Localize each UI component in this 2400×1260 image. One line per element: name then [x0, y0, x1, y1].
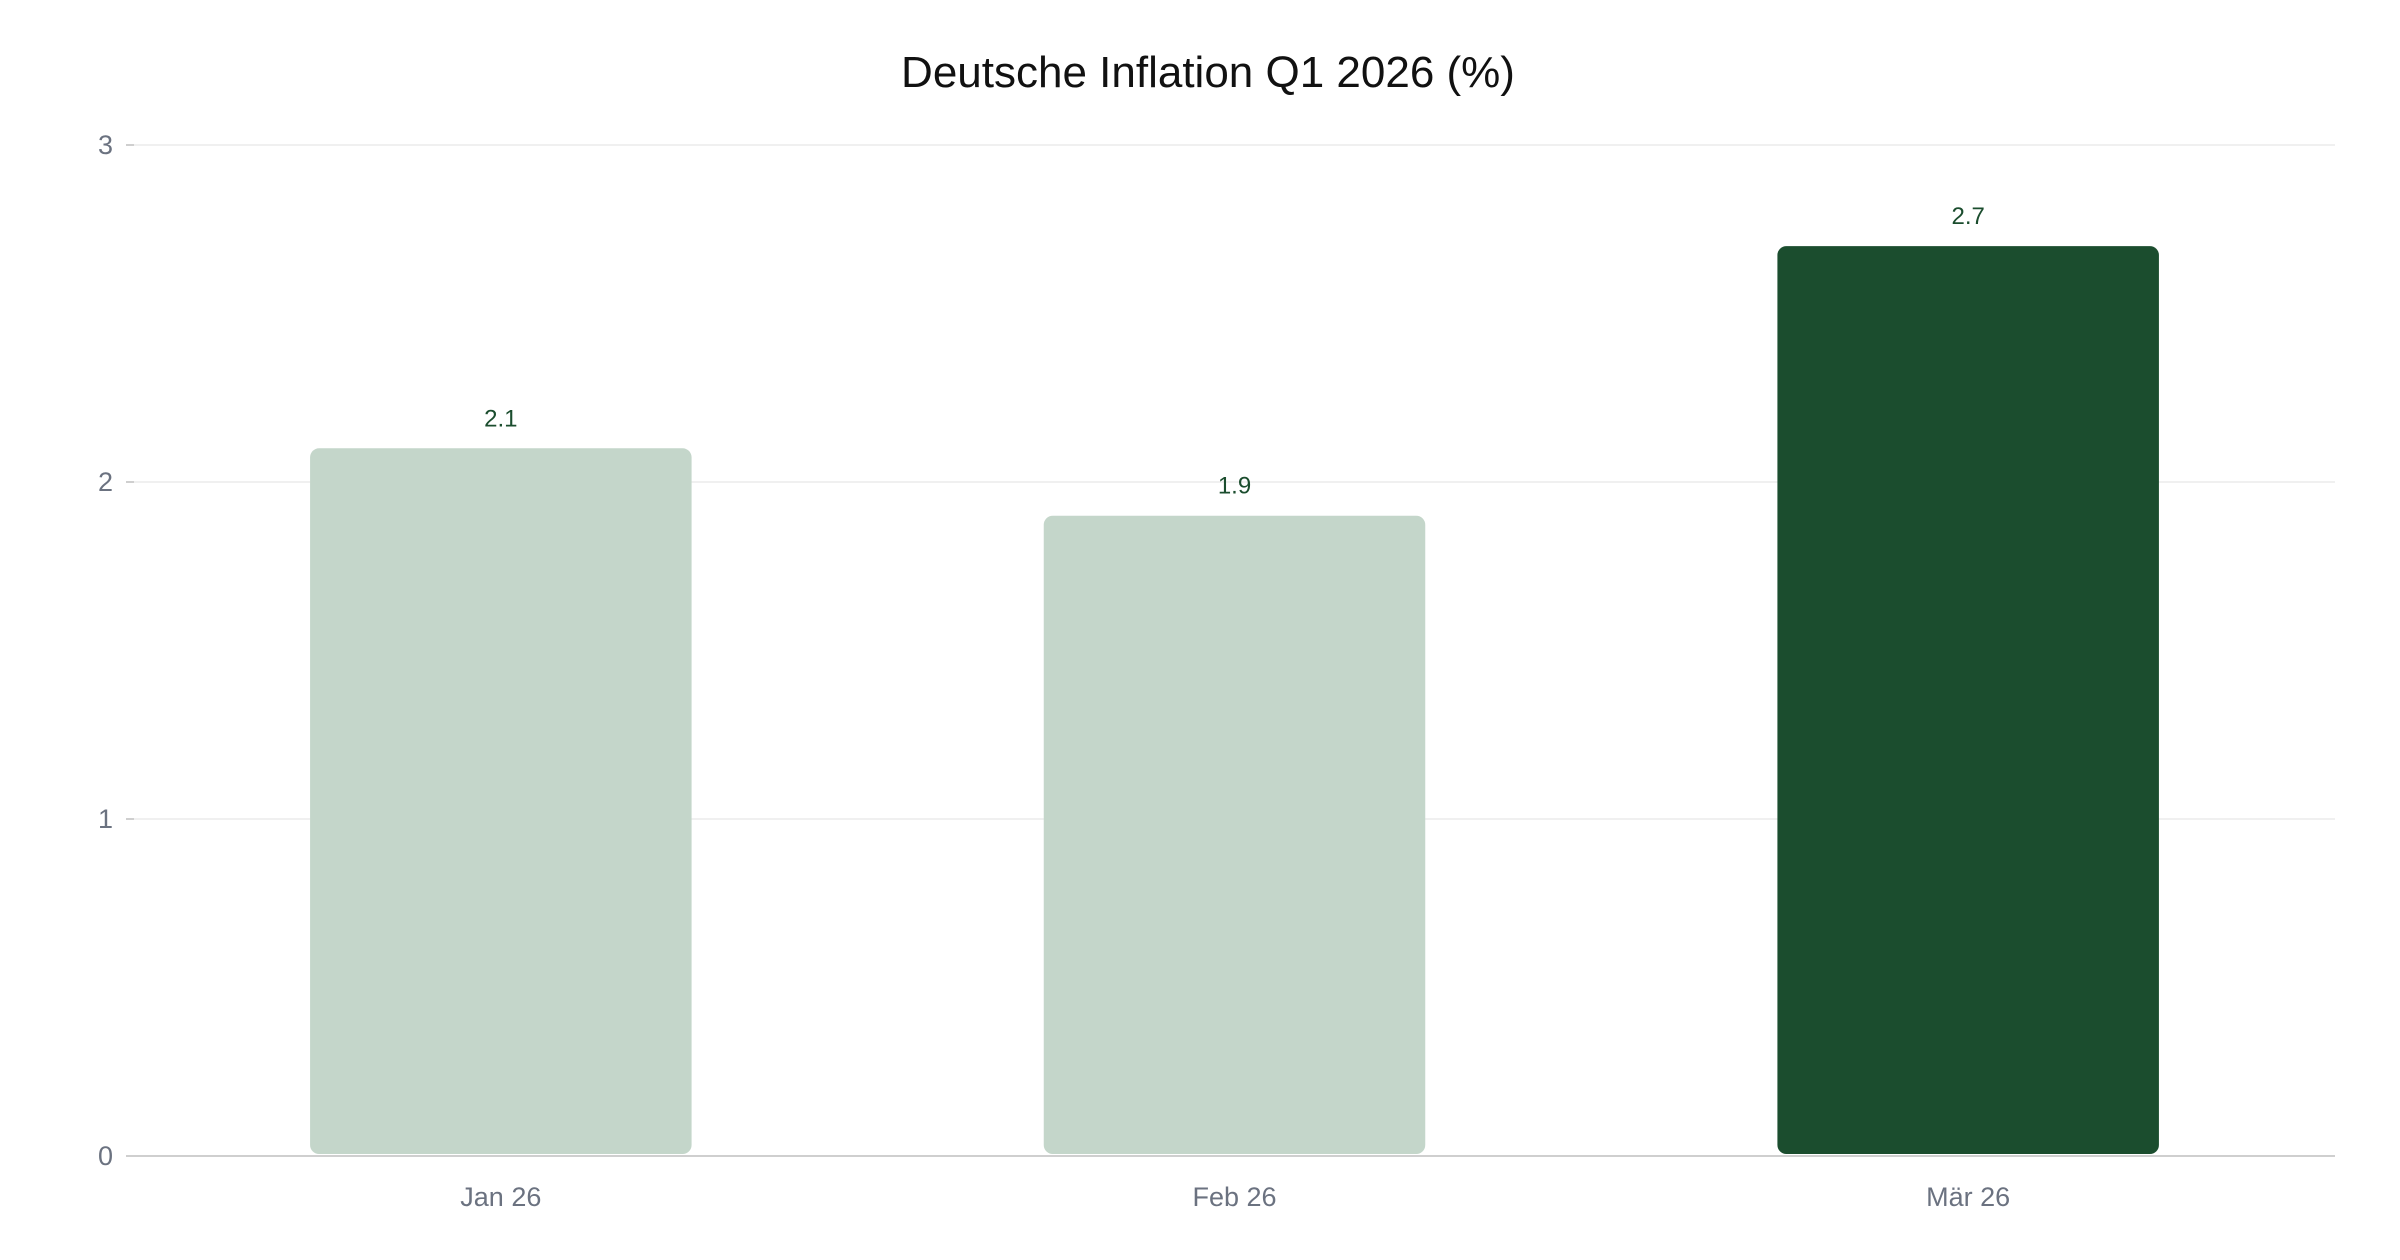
bar-3 [1777, 246, 2159, 1155]
chart-title: Deutsche Inflation Q1 2026 (%) [901, 48, 1515, 97]
x-axis: Jan 26 Feb 26 Mär 26 [460, 1182, 2010, 1212]
bar-2 [1043, 515, 1426, 1154]
x-tick-label: Mär 26 [1926, 1182, 2010, 1212]
y-tick-label: 0 [98, 1141, 113, 1171]
bars [310, 246, 2159, 1155]
y-tick-label: 2 [98, 467, 113, 497]
data-label: 2.7 [1951, 203, 1984, 230]
y-axis: 0 1 2 3 [98, 130, 134, 1171]
data-label: 1.9 [1218, 473, 1251, 500]
bar-1 [310, 448, 692, 1154]
y-tick-label: 1 [98, 804, 113, 834]
data-labels: 2.1 1.9 2.7 [484, 203, 1985, 500]
y-tick-label: 3 [98, 130, 113, 160]
data-label: 2.1 [484, 405, 517, 432]
x-tick-label: Feb 26 [1192, 1182, 1276, 1212]
x-tick-label: Jan 26 [460, 1182, 541, 1212]
